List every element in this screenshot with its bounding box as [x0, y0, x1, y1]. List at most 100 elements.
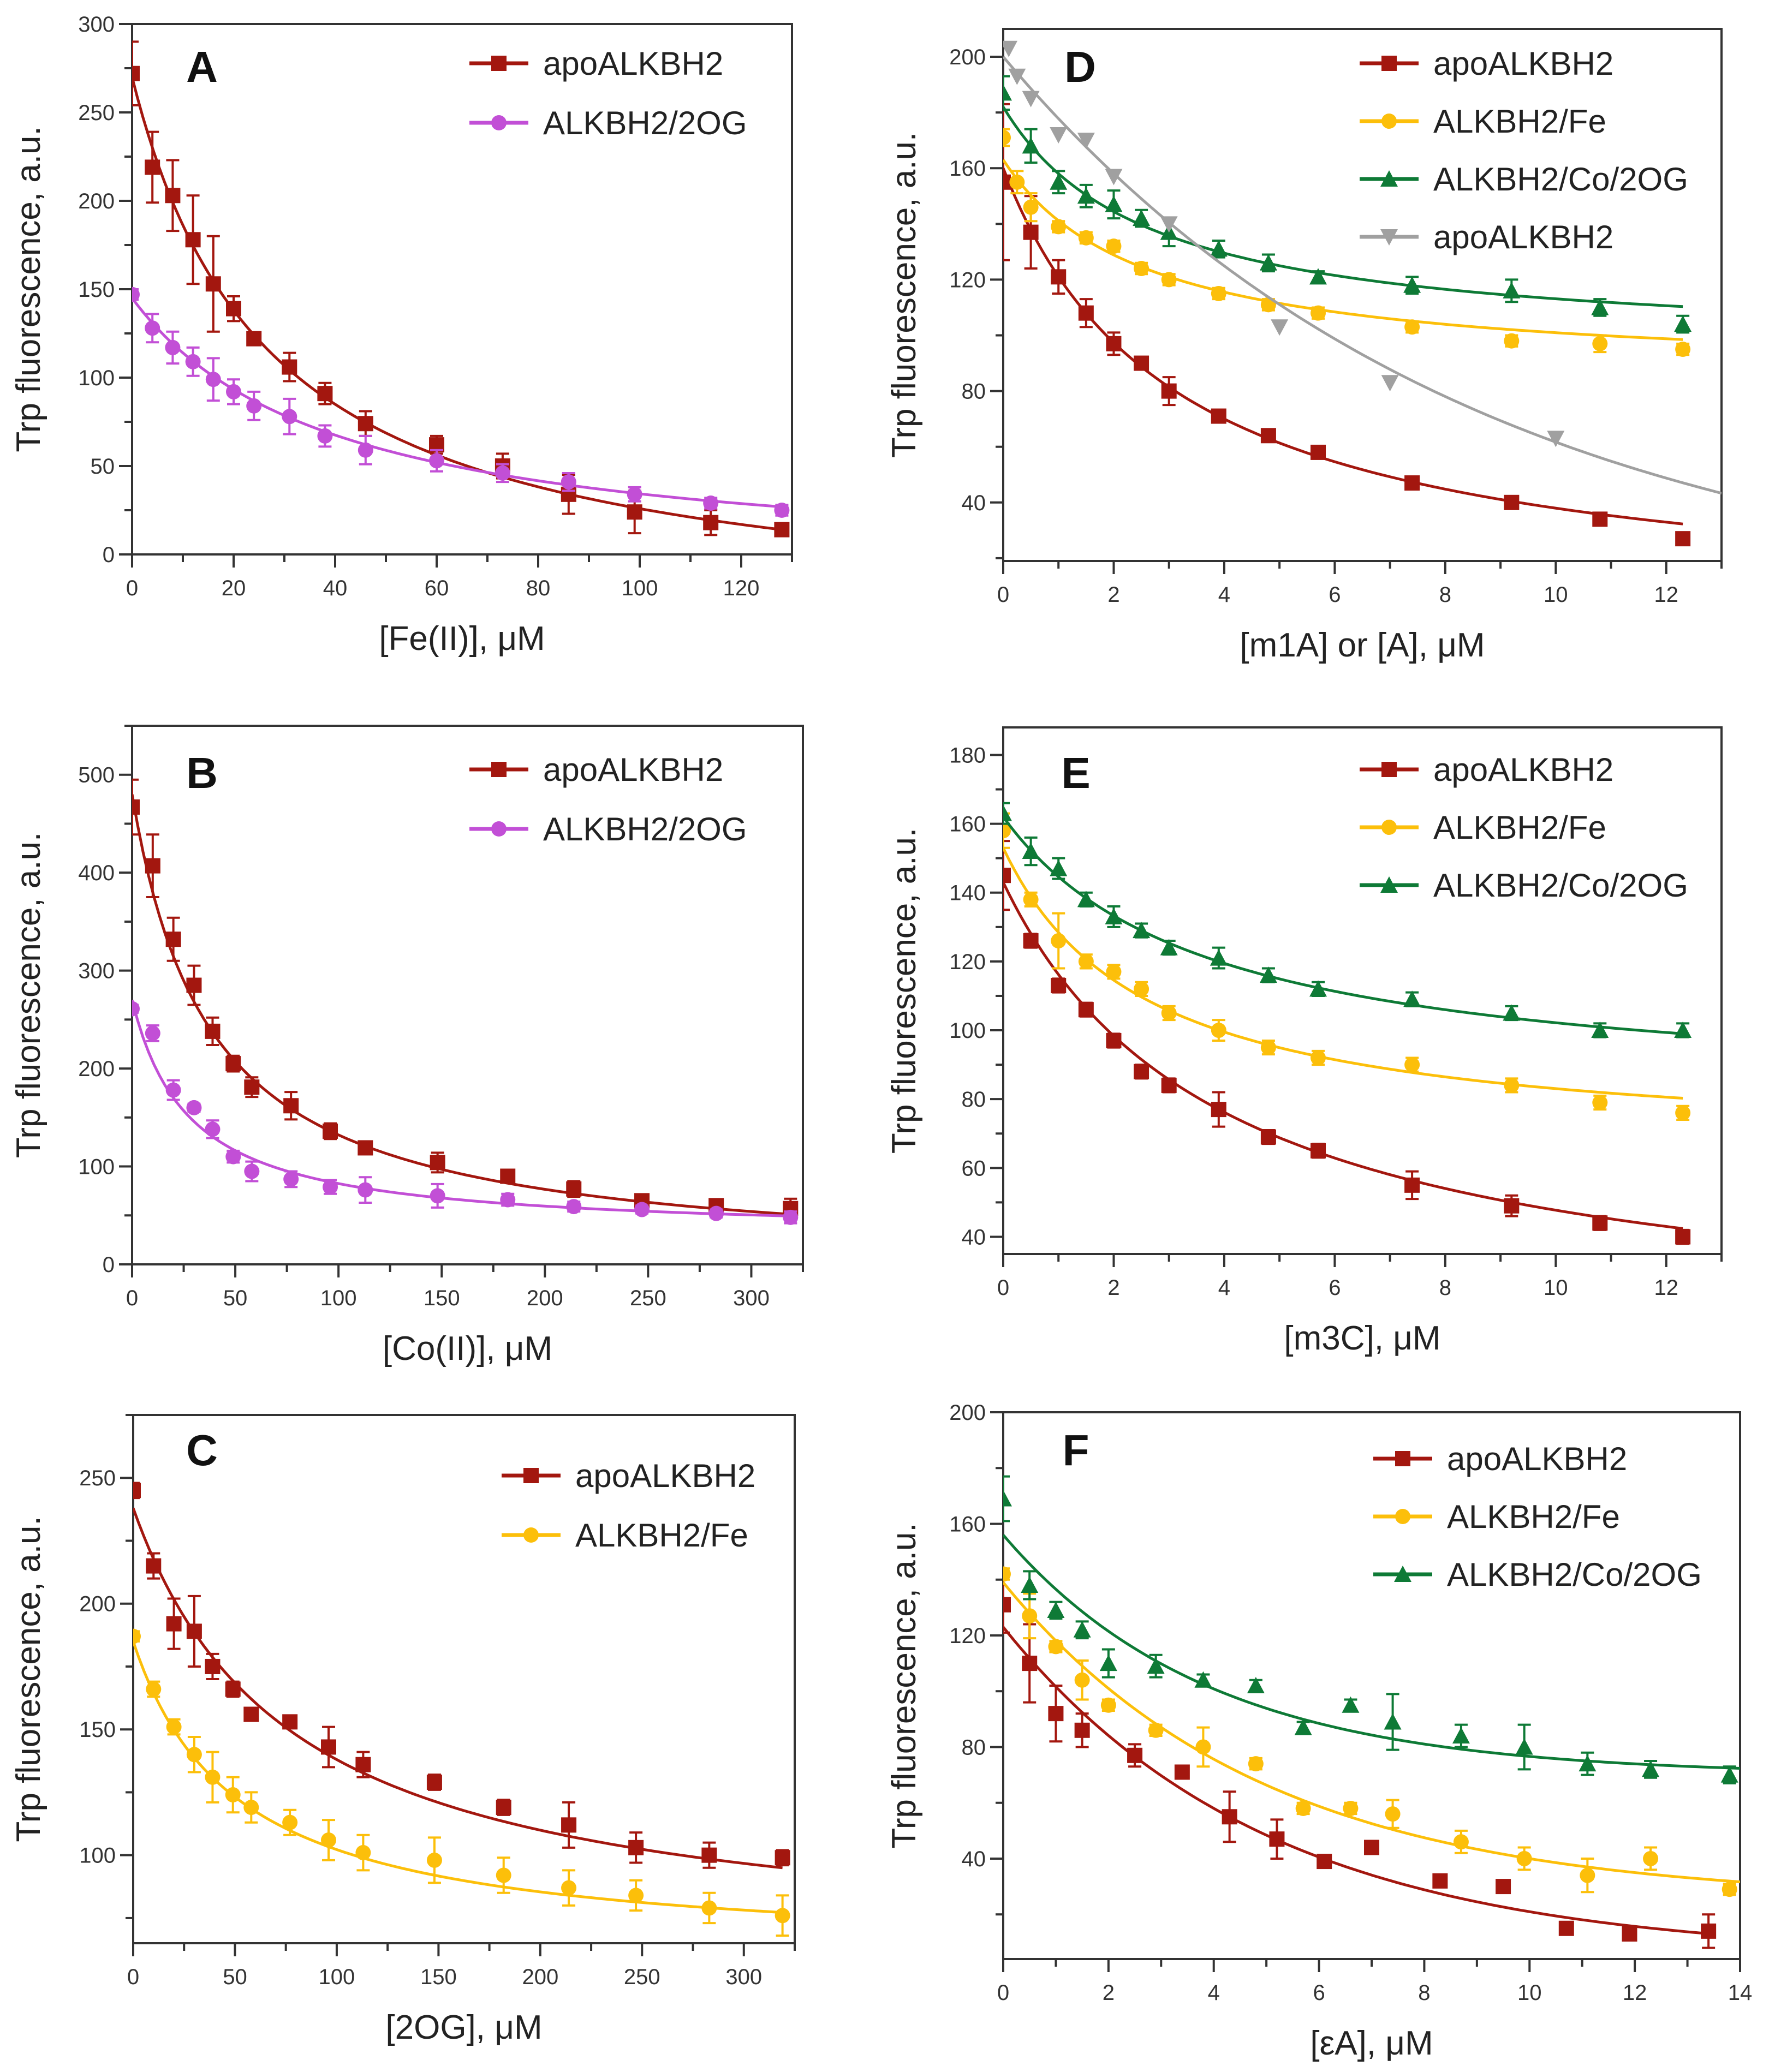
data-point: [1074, 1722, 1090, 1738]
data-point: [496, 1800, 511, 1816]
x-tick-label: 120: [723, 576, 760, 600]
data-point: [1077, 133, 1095, 150]
data-point: [496, 1867, 511, 1883]
panel-letter: A: [186, 43, 218, 91]
data-point: [132, 286, 140, 302]
y-tick-label: 180: [949, 743, 986, 767]
data-point: [225, 1056, 241, 1072]
data-point: [775, 1908, 790, 1924]
data-point: [1022, 91, 1040, 108]
data-point: [1050, 127, 1068, 144]
data-point: [1099, 1655, 1117, 1671]
data-point: [1580, 1867, 1595, 1883]
series-alkbh2-co-2og: [1003, 802, 1692, 1038]
legend-entry: apoALKBH2: [1360, 219, 1613, 255]
data-point: [1134, 981, 1149, 997]
y-tick-label: 40: [962, 1847, 986, 1871]
x-tick-label: 100: [319, 1965, 355, 1989]
data-point: [1134, 1064, 1149, 1079]
data-point: [1078, 230, 1094, 246]
data-point: [1105, 169, 1123, 186]
data-point: [323, 1179, 338, 1195]
legend-entry: apoALKBH2: [1360, 45, 1613, 82]
data-point: [1073, 1621, 1091, 1638]
data-point: [1642, 1760, 1660, 1777]
data-point: [146, 1681, 162, 1697]
y-tick-label: 140: [949, 881, 986, 905]
data-point: [165, 1082, 181, 1098]
data-point: [1047, 1601, 1065, 1618]
y-tick-label: 0: [103, 543, 115, 567]
data-point: [1248, 1756, 1264, 1772]
data-point: [1516, 1850, 1532, 1866]
y-tick-label: 80: [962, 1088, 986, 1112]
data-point: [1023, 224, 1039, 240]
legend-label: apoALKBH2: [1433, 751, 1613, 788]
data-point: [561, 1880, 577, 1896]
plot-frame: [1002, 28, 1723, 562]
data-point: [1051, 269, 1067, 285]
plot-area: [1003, 802, 1692, 1245]
y-tick-label: 160: [949, 813, 986, 837]
legend-entry: apoALKBH2: [469, 751, 723, 788]
data-point: [1404, 1177, 1420, 1193]
x-tick-label: 4: [1218, 1276, 1230, 1300]
data-point: [1643, 1850, 1659, 1866]
data-point: [1211, 1023, 1226, 1038]
series-alkbh2-fe: [133, 1628, 790, 1937]
legend-entry: apoALKBH2: [1373, 1441, 1627, 1477]
x-axis-label: [Fe(II)], μM: [379, 620, 545, 658]
panel-b: 0 50 100 150 200 250 300 0 100 200 300 400 500 [Co(II…: [10, 725, 804, 1368]
x-axis-label: [2OG], μM: [385, 2009, 542, 2046]
x-tick-label: 50: [223, 1286, 248, 1310]
data-point: [205, 372, 221, 387]
panel-c: 0 50 100 150 200 250 300 100 150 200 250 [2OG], μM T…: [10, 1414, 796, 2046]
x-axis-label: [Co(II)], μM: [383, 1330, 552, 1368]
data-point: [1009, 174, 1025, 190]
data-point: [358, 1182, 373, 1198]
y-tick-label: 400: [78, 861, 115, 885]
legend-entry: apoALKBH2: [1360, 751, 1613, 788]
y-tick-label: 200: [78, 1057, 115, 1081]
data-point: [225, 1681, 241, 1697]
legend-entry: ALKBH2/Co/2OG: [1373, 1556, 1702, 1593]
data-point: [1105, 195, 1123, 212]
legend-label: apoALKBH2: [575, 1458, 755, 1494]
data-point: [246, 398, 262, 414]
legend-label: apoALKBH2: [543, 751, 723, 788]
x-tick-label: 0: [126, 1286, 138, 1310]
plot-area: [1003, 1475, 1740, 1949]
panel-f: 0 2 4 6 8 10 12 14 40 80 120 160 200 [εA], μM Trp fluo…: [885, 1401, 1752, 2062]
legend-marker: [1395, 1509, 1410, 1524]
legend-entry: apoALKBH2: [469, 45, 723, 82]
data-point: [205, 1769, 221, 1785]
data-point: [186, 1100, 202, 1115]
x-tick-label: 0: [997, 583, 1009, 607]
data-point: [1317, 1854, 1332, 1870]
data-point: [205, 1658, 221, 1674]
fit-curve: [1003, 159, 1683, 341]
data-point: [1503, 282, 1521, 298]
legend-label: ALKBH2/Fe: [1433, 809, 1606, 846]
data-point: [185, 232, 201, 248]
data-point: [1295, 1800, 1311, 1816]
data-point: [701, 1847, 717, 1863]
data-point: [1022, 137, 1040, 154]
x-tick-label: 300: [733, 1286, 770, 1310]
data-point: [282, 1814, 298, 1830]
data-point: [1134, 261, 1149, 277]
legend-marker: [523, 1468, 539, 1483]
panel-letter: B: [186, 749, 218, 797]
data-point: [165, 339, 181, 355]
data-point: [1701, 1923, 1717, 1939]
series-alkbh2-fe: [1003, 812, 1691, 1121]
data-point: [1260, 1040, 1276, 1055]
data-point: [1504, 333, 1520, 349]
data-point: [1133, 210, 1151, 226]
legend-label: ALKBH2/Co/2OG: [1433, 161, 1688, 198]
x-tick-label: 250: [624, 1965, 660, 1989]
data-point: [430, 1155, 445, 1171]
x-axis-label: [m3C], μM: [1284, 1319, 1440, 1357]
data-point: [1211, 285, 1226, 301]
x-tick-label: 2: [1107, 1276, 1119, 1300]
